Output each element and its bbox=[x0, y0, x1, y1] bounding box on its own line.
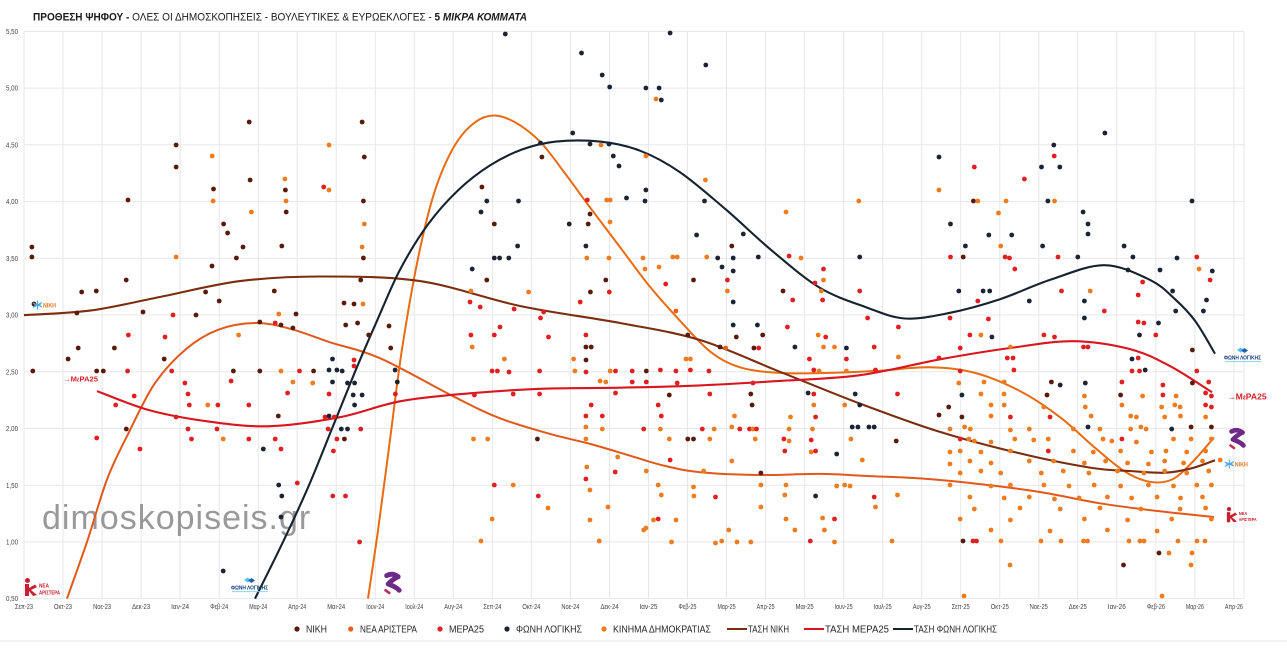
svg-text:Δεκ-24: Δεκ-24 bbox=[601, 602, 619, 611]
svg-text:Αυγ-25: Αυγ-25 bbox=[913, 602, 931, 611]
svg-text:ΝΕΑ ΑΡΙΣΤΕΡΑ: ΝΕΑ ΑΡΙΣΤΕΡΑ bbox=[360, 625, 417, 636]
svg-text:3,00: 3,00 bbox=[6, 311, 18, 320]
svg-text:2,50: 2,50 bbox=[6, 367, 18, 376]
svg-text:Ιουν-24: Ιουν-24 bbox=[366, 602, 384, 611]
svg-text:1,00: 1,00 bbox=[6, 538, 18, 547]
svg-text:Σεπ-25: Σεπ-25 bbox=[952, 602, 970, 611]
svg-text:ΝΙΚΗ: ΝΙΚΗ bbox=[43, 303, 56, 310]
svg-text:2,00: 2,00 bbox=[6, 424, 18, 433]
svg-text:ΤΑΣΗ ΜΕΡΑ25: ΤΑΣΗ ΜΕΡΑ25 bbox=[825, 625, 889, 636]
svg-text:Οκτ-24: Οκτ-24 bbox=[522, 602, 540, 611]
svg-text:Ιαν-26: Ιαν-26 bbox=[1108, 602, 1126, 611]
svg-text:4,00: 4,00 bbox=[6, 197, 18, 206]
svg-text:Φεβ-24: Φεβ-24 bbox=[210, 602, 228, 611]
svg-text:ΤΑΣΗ ΦΩΝΗ ΛΟΓΙΚΗΣ: ΤΑΣΗ ΦΩΝΗ ΛΟΓΙΚΗΣ bbox=[914, 625, 997, 636]
svg-text:ΚΙΝΗΜΑ ΔΗΜΟΚΡΑΤΙΑΣ: ΚΙΝΗΜΑ ΔΗΜΟΚΡΑΤΙΑΣ bbox=[613, 625, 711, 636]
svg-text:Ιουλ-24: Ιουλ-24 bbox=[405, 602, 423, 611]
svg-text:3,50: 3,50 bbox=[6, 254, 18, 263]
svg-text:Ιαν-25: Ιαν-25 bbox=[640, 602, 658, 611]
svg-text:Μαρ-24: Μαρ-24 bbox=[249, 602, 267, 611]
svg-text:Ιουν-25: Ιουν-25 bbox=[835, 602, 853, 611]
svg-text:Σεπ-24: Σεπ-24 bbox=[483, 602, 501, 611]
svg-text:Φεβ-26: Φεβ-26 bbox=[1147, 602, 1165, 611]
svg-text:ΦΩΝΗ ΛΟΓΙΚΗΣ: ΦΩΝΗ ΛΟΓΙΚΗΣ bbox=[1224, 356, 1261, 362]
svg-text:Ιουλ-25: Ιουλ-25 bbox=[874, 602, 892, 611]
svg-text:Απρ-25: Απρ-25 bbox=[757, 602, 775, 611]
svg-text:ΦΩΝΗ ΛΟΓΙΚΗΣ: ΦΩΝΗ ΛΟΓΙΚΗΣ bbox=[231, 586, 268, 592]
svg-text:ΜΕΡΑ25: ΜΕΡΑ25 bbox=[449, 625, 484, 636]
svg-text:5,00: 5,00 bbox=[6, 84, 18, 93]
svg-text:ΦΩΝΗ ΛΟΓΙΚΗΣ: ΦΩΝΗ ΛΟΓΙΚΗΣ bbox=[516, 625, 582, 636]
svg-text:Μαρ-26: Μαρ-26 bbox=[1186, 602, 1204, 611]
svg-text:ΝΕΑ: ΝΕΑ bbox=[39, 584, 49, 590]
svg-text:ΝΕΑ: ΝΕΑ bbox=[1239, 511, 1248, 516]
svg-text:Δεκ-25: Δεκ-25 bbox=[1069, 602, 1087, 611]
svg-text:Απρ-26: Απρ-26 bbox=[1225, 602, 1243, 611]
svg-text:→ΜέΡΑ25: →ΜέΡΑ25 bbox=[63, 375, 99, 384]
svg-text:4,50: 4,50 bbox=[6, 140, 18, 149]
svg-text:5,50: 5,50 bbox=[6, 27, 18, 36]
svg-text:0,50: 0,50 bbox=[6, 594, 18, 603]
svg-text:Ιαν-24: Ιαν-24 bbox=[171, 602, 189, 611]
svg-text:ΑΡΙΣΤΕΡΑ: ΑΡΙΣΤΕΡΑ bbox=[1239, 517, 1257, 522]
svg-text:Μαι-24: Μαι-24 bbox=[327, 602, 345, 611]
svg-text:Αυγ-24: Αυγ-24 bbox=[444, 602, 462, 611]
svg-text:Νοε-25: Νοε-25 bbox=[1030, 602, 1048, 611]
svg-text:dimoskopiseis.gr: dimoskopiseis.gr bbox=[42, 499, 311, 537]
svg-text:Σεπ-23: Σεπ-23 bbox=[15, 602, 33, 611]
svg-text:Δεκ-23: Δεκ-23 bbox=[132, 602, 150, 611]
svg-text:Απρ-24: Απρ-24 bbox=[288, 602, 306, 611]
svg-text:Φεβ-25: Φεβ-25 bbox=[679, 602, 697, 611]
svg-text:ΝΙΚΗ: ΝΙΚΗ bbox=[1235, 462, 1248, 469]
svg-text:→ΜέΡΑ25: →ΜέΡΑ25 bbox=[1227, 392, 1267, 402]
svg-text:1,50: 1,50 bbox=[6, 481, 18, 490]
svg-text:Νοε-23: Νοε-23 bbox=[93, 602, 111, 611]
svg-text:ΑΡΙΣΤΕΡΑ: ΑΡΙΣΤΕΡΑ bbox=[39, 591, 60, 597]
svg-text:Νοε-24: Νοε-24 bbox=[561, 602, 579, 611]
svg-text:ΤΑΣΗ ΝΙΚΗ: ΤΑΣΗ ΝΙΚΗ bbox=[748, 625, 789, 636]
svg-text:ΠΡΟΘΕΣΗ ΨΗΦΟΥ - ΟΛΕΣ ΟΙ ΔΗΜΟΣΚ: ΠΡΟΘΕΣΗ ΨΗΦΟΥ - ΟΛΕΣ ΟΙ ΔΗΜΟΣΚΟΠΗΣΕΙΣ - … bbox=[33, 12, 527, 24]
svg-text:Μαι-25: Μαι-25 bbox=[796, 602, 814, 611]
svg-text:Οκτ-23: Οκτ-23 bbox=[54, 602, 72, 611]
svg-text:Οκτ-25: Οκτ-25 bbox=[991, 602, 1009, 611]
svg-text:ΝΙΚΗ: ΝΙΚΗ bbox=[306, 625, 327, 636]
svg-text:Μαρ-25: Μαρ-25 bbox=[718, 602, 736, 611]
